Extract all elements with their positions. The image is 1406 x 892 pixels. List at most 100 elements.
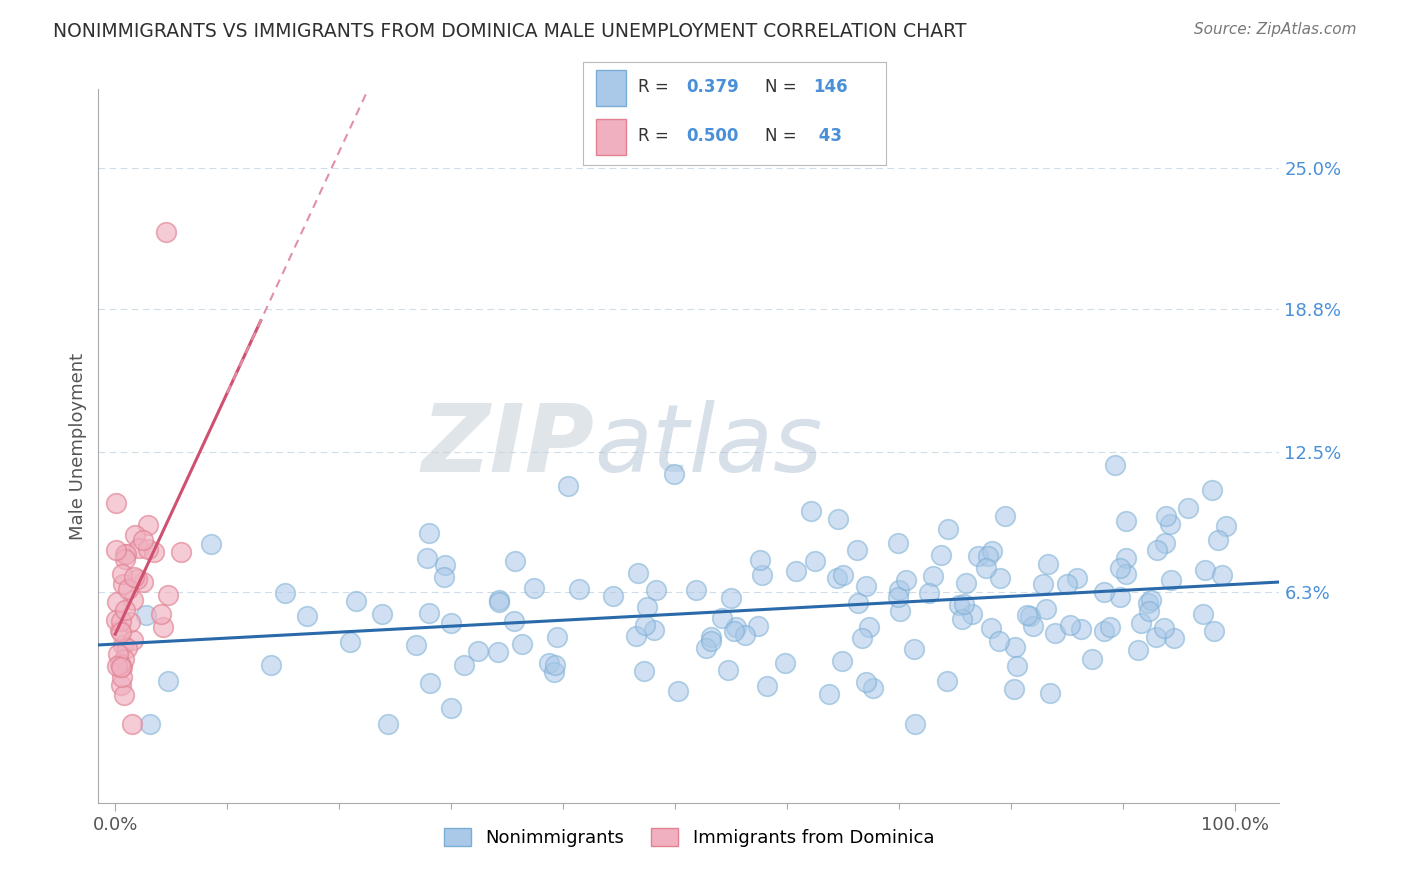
Point (1021, 619, 1043, 633)
Point (1177, 501, 1199, 516)
Point (1098, 620, 1121, 634)
Point (723, 624, 745, 639)
Point (523, 582, 546, 596)
Point (1146, 543, 1168, 558)
Point (568, 582, 591, 596)
Point (1039, 685, 1062, 699)
Point (1160, 574, 1182, 588)
Legend: Nonimmigrants, Immigrants from Dominica: Nonimmigrants, Immigrants from Dominica (436, 821, 942, 855)
Point (149, 607, 172, 622)
Point (1204, 624, 1226, 638)
Point (543, 665, 565, 679)
Point (1194, 563, 1216, 577)
Point (546, 630, 568, 644)
Point (1015, 607, 1038, 622)
Point (633, 618, 655, 632)
Point (903, 641, 925, 656)
Point (602, 589, 624, 603)
Point (112, 638, 135, 652)
Point (117, 641, 139, 656)
Point (980, 622, 1002, 636)
Point (557, 479, 579, 493)
Point (818, 687, 841, 701)
Bar (596, 70, 626, 105)
Point (128, 541, 150, 556)
Point (117, 582, 139, 596)
Point (155, 225, 177, 239)
Text: 0.379: 0.379 (686, 78, 740, 96)
Text: R =: R = (638, 128, 673, 145)
Point (994, 508, 1017, 523)
Point (467, 644, 489, 658)
Point (624, 629, 647, 643)
Point (858, 620, 880, 634)
Point (953, 597, 976, 611)
Point (662, 467, 685, 481)
Point (200, 537, 222, 551)
Point (1092, 585, 1115, 599)
Point (115, 547, 138, 561)
Point (135, 607, 157, 622)
Point (143, 545, 166, 559)
Point (862, 681, 884, 695)
Point (440, 616, 463, 631)
Point (416, 551, 439, 566)
Point (666, 684, 689, 698)
Point (339, 635, 361, 649)
Point (700, 630, 723, 644)
Point (846, 542, 869, 557)
Text: NONIMMIGRANTS VS IMMIGRANTS FROM DOMINICA MALE UNEMPLOYMENT CORRELATION CHART: NONIMMIGRANTS VS IMMIGRANTS FROM DOMINIC… (53, 22, 967, 41)
Point (260, 657, 283, 672)
Point (1115, 566, 1137, 581)
Point (503, 614, 526, 628)
Point (1163, 631, 1185, 645)
Point (720, 591, 742, 606)
Point (488, 595, 510, 609)
Point (827, 571, 849, 585)
Point (1104, 458, 1126, 472)
Point (725, 620, 748, 634)
Point (104, 613, 127, 627)
Point (1108, 590, 1130, 604)
Point (1059, 618, 1081, 632)
Point (488, 593, 510, 607)
Point (977, 549, 1000, 563)
Point (717, 663, 740, 677)
Point (1144, 631, 1167, 645)
Point (136, 542, 159, 557)
Point (453, 657, 475, 672)
Point (170, 545, 193, 559)
Point (110, 678, 132, 692)
Point (105, 595, 128, 609)
Point (896, 573, 918, 587)
Point (948, 598, 970, 612)
Text: 0.500: 0.500 (686, 128, 738, 145)
Point (633, 665, 655, 679)
Point (108, 623, 131, 637)
Point (136, 518, 159, 533)
Point (1130, 615, 1153, 630)
Point (125, 572, 148, 586)
Text: atlas: atlas (595, 401, 823, 491)
Point (755, 679, 778, 693)
Point (121, 593, 143, 607)
Point (112, 688, 135, 702)
Point (1070, 622, 1092, 636)
Point (700, 633, 723, 648)
Point (936, 522, 959, 536)
Point (889, 604, 911, 618)
Point (643, 623, 665, 637)
Point (855, 579, 877, 593)
Text: Source: ZipAtlas.com: Source: ZipAtlas.com (1194, 22, 1357, 37)
Point (773, 657, 796, 671)
Point (1206, 533, 1229, 548)
Point (960, 607, 983, 621)
Point (104, 542, 127, 557)
Point (1092, 624, 1115, 638)
Point (1007, 659, 1029, 673)
Point (503, 554, 526, 568)
Point (1004, 640, 1026, 654)
Y-axis label: Male Unemployment: Male Unemployment (69, 352, 87, 540)
Point (831, 654, 853, 668)
Point (111, 659, 134, 673)
